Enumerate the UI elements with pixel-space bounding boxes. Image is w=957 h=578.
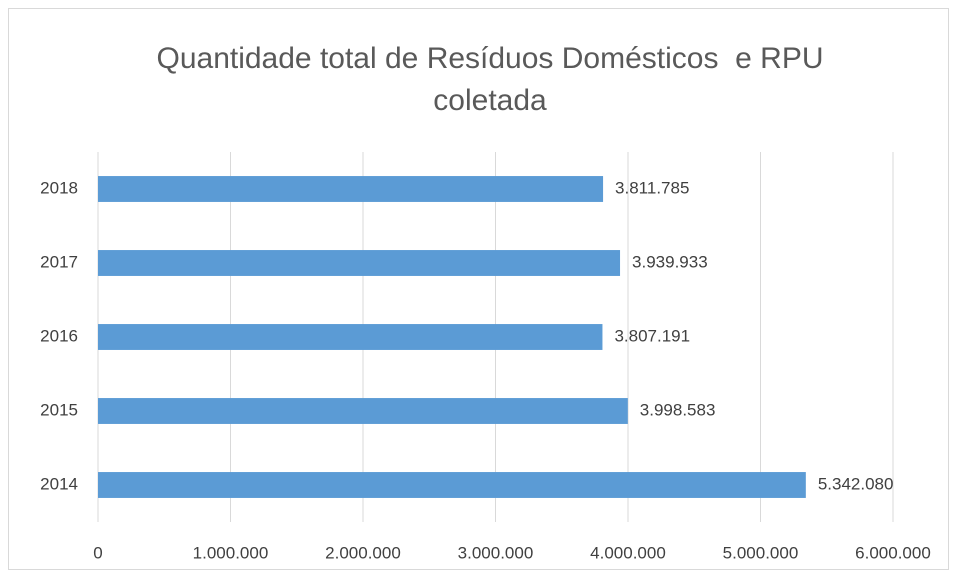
x-tick-label: 1.000.000	[193, 543, 269, 562]
data-label: 3.811.785	[615, 178, 689, 197]
data-label: 3.998.583	[640, 400, 716, 419]
data-label: 5.342.080	[818, 474, 894, 493]
bar	[98, 472, 806, 498]
y-tick-label: 2017	[40, 252, 78, 271]
x-tick-label: 3.000.000	[458, 543, 534, 562]
data-label: 3.807.191	[614, 326, 690, 345]
y-tick-label: 2015	[40, 400, 78, 419]
bar	[98, 176, 604, 202]
x-tick-label: 5.000.000	[723, 543, 799, 562]
bar	[98, 250, 621, 276]
x-tick-label: 0	[93, 543, 102, 562]
x-tick-label: 2.000.000	[325, 543, 401, 562]
y-tick-label: 2014	[40, 474, 78, 493]
x-tick-label: 4.000.000	[590, 543, 666, 562]
x-tick-label: 6.000.000	[855, 543, 931, 562]
bar	[98, 398, 628, 424]
bar	[98, 324, 603, 350]
y-tick-label: 2018	[40, 178, 78, 197]
y-tick-label: 2016	[40, 326, 78, 345]
chart-title: Quantidade total de Resíduos Domésticos …	[156, 42, 832, 117]
data-label: 3.939.933	[632, 252, 708, 271]
